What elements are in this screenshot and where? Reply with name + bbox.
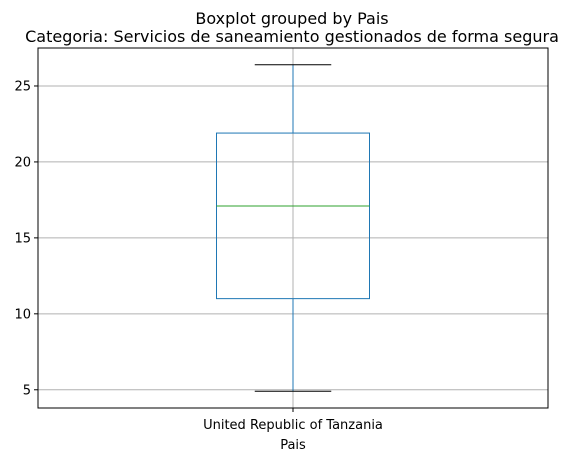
box-layer (216, 64, 370, 392)
x-tick-label: United Republic of Tanzania (203, 418, 383, 433)
chart-title: Categoria: Servicios de saneamiento gest… (25, 27, 559, 46)
y-tick-label: 10 (14, 307, 31, 322)
y-tick-label: 15 (14, 231, 31, 246)
axis-layer: 5 10 15 20 25 United Republic of Tanzania (14, 79, 382, 433)
chart-suptitle: Boxplot grouped by Pais (195, 9, 388, 28)
y-tick-label: 20 (14, 155, 31, 170)
y-tick-label: 5 (23, 383, 31, 398)
x-axis-label: Pais (280, 438, 306, 453)
plot-frame (37, 47, 549, 409)
y-tick-label: 25 (14, 79, 31, 94)
iqr-box (216, 132, 370, 300)
